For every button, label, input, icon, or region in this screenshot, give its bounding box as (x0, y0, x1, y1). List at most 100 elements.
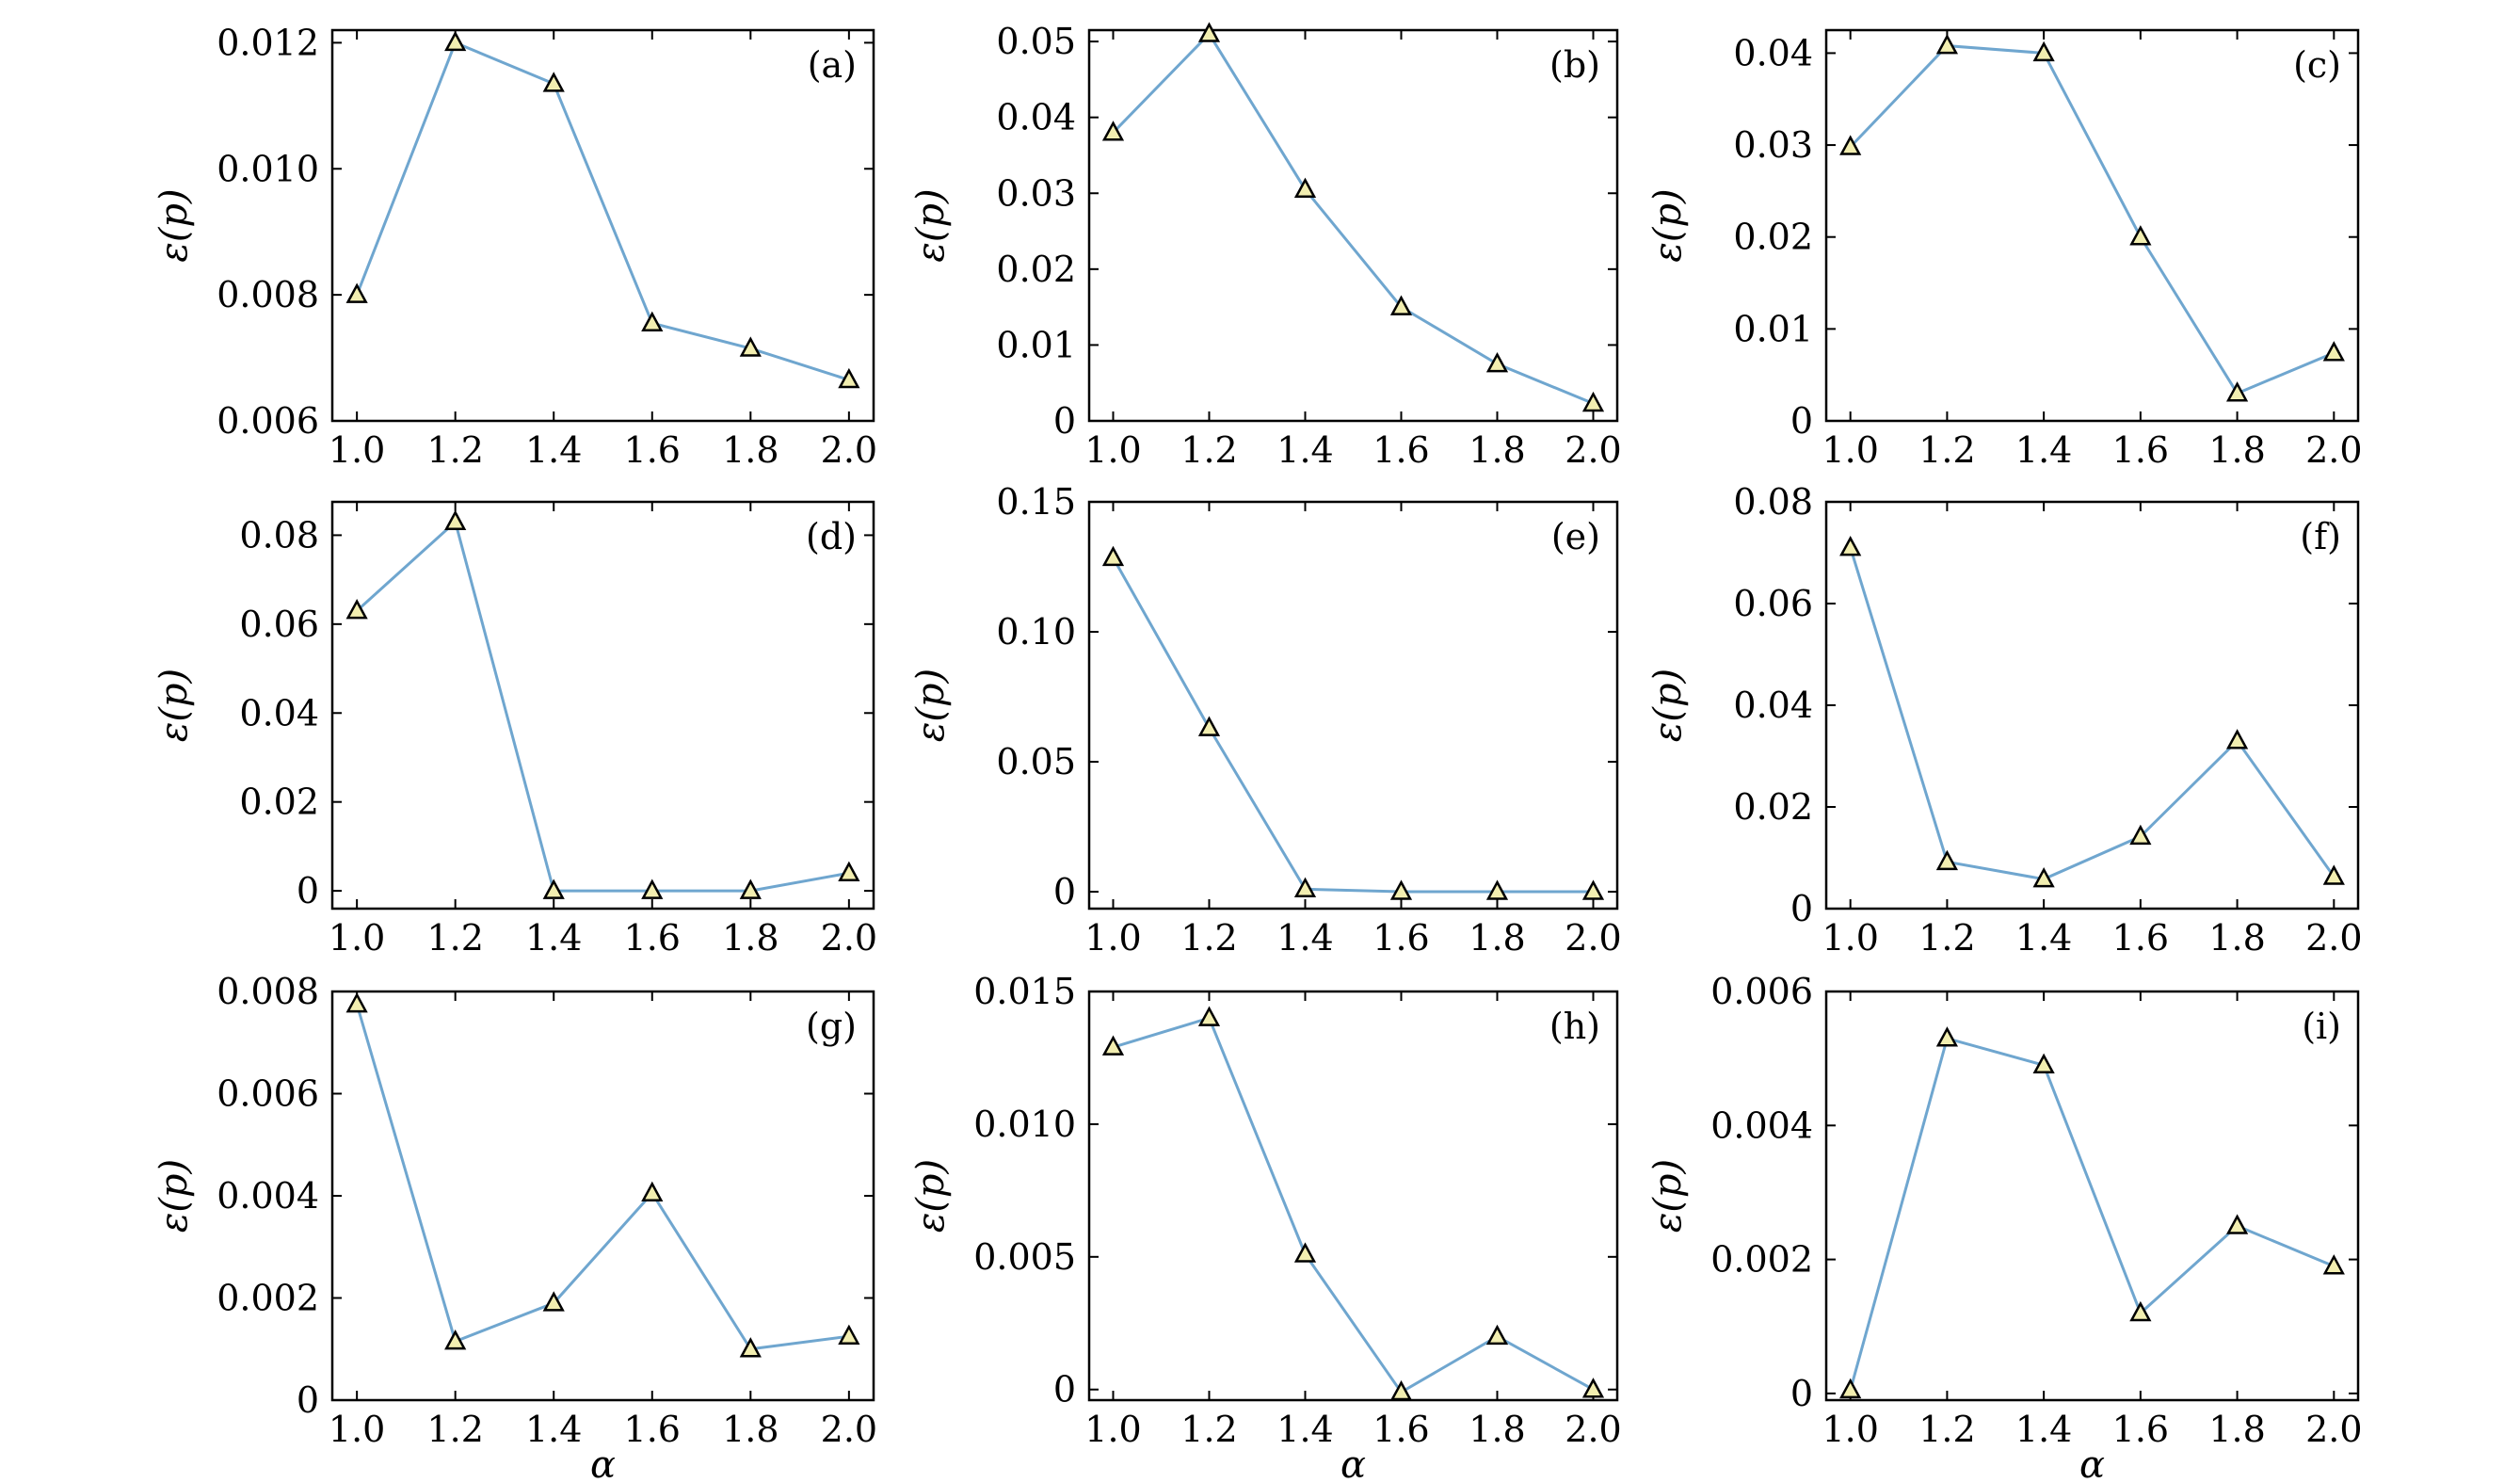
x-tick-label: 1.6 (2112, 1409, 2169, 1450)
data-point-marker (345, 599, 368, 620)
panel-label: (h) (1549, 1006, 1600, 1047)
axes-frame (1087, 28, 1619, 423)
y-tick-label: 0.04 (996, 97, 1076, 138)
data-point-marker (1101, 545, 1125, 567)
y-axis-label: ε(p) (152, 188, 196, 262)
x-tick-label: 1.0 (1822, 917, 1878, 959)
y-tick-label: 0.008 (217, 971, 319, 1012)
data-point-marker (1935, 33, 1959, 55)
y-tick-label: 0 (1790, 400, 1813, 442)
data-point-marker (838, 1324, 860, 1345)
y-tick-label: 0.05 (996, 741, 1076, 782)
x-tick-label: 2.0 (821, 1409, 877, 1450)
series-line (1112, 31, 1595, 405)
y-tick-label: 0.004 (1710, 1104, 1813, 1146)
axes-frame (1824, 28, 2360, 423)
data-point-marker (1485, 879, 1509, 900)
data-point-marker (1389, 1379, 1413, 1401)
data-point-marker (1293, 1242, 1317, 1263)
y-tick-label: 0.01 (1733, 308, 1813, 349)
series-line (1849, 547, 2335, 881)
x-tick-label: 1.8 (2208, 1409, 2265, 1450)
data-point-marker (2225, 381, 2249, 402)
x-tick-label: 1.6 (2112, 917, 2169, 959)
data-point-marker (345, 282, 368, 303)
panel-label: (i) (2302, 1006, 2341, 1047)
y-axis-label: ε(p) (909, 669, 953, 742)
axes-frame (1824, 990, 2360, 1402)
chart-panel-c: 1.0 1.2 1.4 1.6 1.8 2.0 0 0.01 0.02 0.03 0.04 ε(p) (… (1646, 28, 2363, 471)
axes-frame (1824, 500, 2360, 911)
y-tick-label: 0 (1790, 888, 1813, 929)
x-tick-label: 2.0 (1565, 429, 1621, 471)
x-tick-label: 1.2 (1180, 917, 1237, 959)
data-point-marker (2225, 729, 2249, 750)
y-tick-label: 0.015 (973, 971, 1076, 1012)
x-tick-label: 1.2 (1918, 917, 1975, 959)
data-point-marker (838, 367, 860, 389)
x-tick-label: 2.0 (821, 429, 877, 471)
panel-label: (b) (1549, 44, 1600, 86)
x-tick-label: 1.6 (2112, 429, 2169, 471)
data-point-marker (2032, 40, 2055, 62)
x-tick-label: 1.8 (722, 1409, 778, 1450)
data-point-marker (2322, 1254, 2345, 1275)
y-tick-label: 0 (297, 1379, 319, 1421)
axes-frame (330, 28, 875, 423)
x-tick-label: 1.8 (2208, 429, 2265, 471)
x-tick-label: 1.4 (1276, 429, 1333, 471)
y-tick-label: 0 (1790, 1373, 1813, 1414)
x-axis-label: α (2079, 1443, 2105, 1483)
y-tick-label: 0.002 (1710, 1239, 1813, 1281)
y-tick-label: 0.02 (1733, 217, 1813, 258)
x-tick-label: 1.8 (1469, 917, 1525, 959)
y-tick-label: 0.010 (973, 1104, 1076, 1145)
data-point-marker (1101, 121, 1125, 141)
y-tick-label: 0 (297, 870, 319, 911)
data-point-marker (1293, 177, 1317, 198)
y-tick-label: 0.10 (996, 611, 1076, 653)
y-tick-label: 0.03 (996, 172, 1076, 214)
x-tick-label: 1.4 (2015, 1409, 2072, 1450)
chart-panel-i: 1.0 1.2 1.4 1.6 1.8 2.0 0 0.002 0.004 0.006 ε(p) α (… (1646, 971, 2363, 1483)
chart-panel-f: 1.0 1.2 1.4 1.6 1.8 2.0 0 0.02 0.04 0.06 0.08 ε(p) (… (1646, 481, 2363, 959)
x-tick-label: 1.0 (329, 429, 385, 471)
y-axis-label: ε(p) (1646, 1159, 1690, 1233)
data-point-marker (444, 30, 467, 52)
x-tick-label: 1.4 (1276, 917, 1333, 959)
data-point-marker (641, 311, 664, 331)
x-tick-label: 1.8 (2208, 917, 2265, 959)
x-tick-label: 1.6 (1372, 1409, 1429, 1450)
axes-frame (1087, 990, 1619, 1402)
y-tick-label: 0.08 (239, 514, 319, 556)
series-line (355, 1004, 850, 1351)
y-axis-label: ε(p) (152, 1159, 196, 1233)
y-tick-label: 0 (1053, 871, 1076, 912)
y-tick-label: 0.006 (217, 400, 319, 442)
y-tick-label: 0.002 (217, 1278, 319, 1319)
data-point-marker (1389, 879, 1413, 900)
x-tick-label: 1.0 (1822, 429, 1878, 471)
data-point-marker (2322, 341, 2345, 362)
y-tick-label: 0.006 (1710, 971, 1813, 1012)
data-point-marker (1581, 1378, 1605, 1398)
y-tick-label: 0.15 (996, 481, 1076, 523)
x-tick-label: 1.2 (426, 1409, 483, 1450)
chart-panel-d: 1.0 1.2 1.4 1.6 1.8 2.0 0 0.02 0.04 0.06 0.08 ε(p) (… (152, 500, 877, 959)
x-tick-label: 1.4 (525, 1409, 582, 1450)
y-tick-label: 0.06 (1733, 583, 1813, 624)
y-tick-label: 0.04 (1733, 32, 1813, 73)
data-point-marker (1839, 135, 1862, 155)
chart-panel-e: 1.0 1.2 1.4 1.6 1.8 2.0 0 0.05 0.10 0.15 ε(p) (e) (909, 481, 1622, 959)
data-point-marker (542, 1291, 565, 1312)
x-tick-label: 1.0 (1822, 1409, 1878, 1450)
data-point-marker (1839, 1378, 1862, 1399)
data-point-marker (444, 1329, 467, 1350)
data-point-marker (739, 1337, 762, 1358)
x-tick-label: 1.2 (1918, 429, 1975, 471)
chart-panel-h: 1.0 1.2 1.4 1.6 1.8 2.0 0 0.005 0.010 0.015 ε(p) α (… (909, 971, 1622, 1483)
y-tick-label: 0.006 (217, 1073, 319, 1115)
data-point-marker (1101, 1035, 1125, 1056)
data-point-marker (542, 879, 565, 899)
x-tick-label: 2.0 (821, 917, 877, 959)
